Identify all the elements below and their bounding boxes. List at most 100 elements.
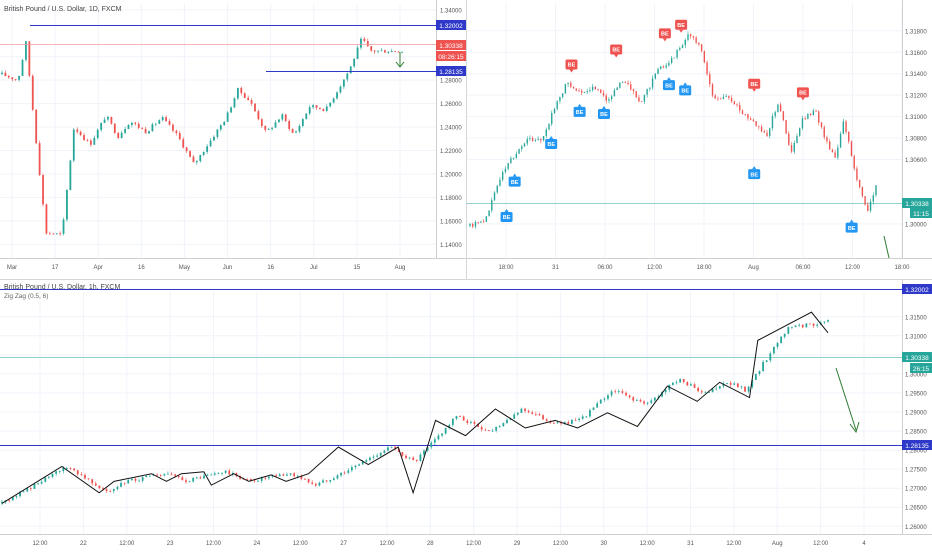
sell-signal-badge[interactable]: BE	[796, 87, 809, 101]
price-tick-label: 1.16000	[440, 219, 462, 225]
buy-signal-badge[interactable]: BE	[748, 166, 761, 180]
daily-chart-panel[interactable]: British Pound / U.S. Dollar, 1D, FXCM 1.…	[0, 0, 466, 271]
price-tick-label: 1.34000	[440, 8, 462, 14]
candle	[120, 480, 122, 488]
hourly-time-axis[interactable]: 12:00 22 12:00 23 12:00 24 12:00 27 12:00 28 12:00…	[32, 541, 866, 547]
candle	[548, 122, 550, 131]
time-tick-label: 31	[552, 265, 559, 271]
time-tick-label: 16	[267, 265, 274, 271]
price-tick-label: 1.31600	[905, 51, 927, 57]
time-tick-label: Aug	[772, 541, 783, 547]
candle	[219, 124, 222, 132]
hourly-price-tags: 1.32002 1.30338 26:15 1.28135	[902, 284, 932, 450]
candle	[567, 82, 569, 87]
candle	[195, 160, 198, 165]
candle	[89, 138, 92, 147]
sell-signal-badge[interactable]: BE	[658, 28, 671, 42]
sell-signal-badge[interactable]: BE	[675, 19, 688, 33]
candle	[268, 476, 270, 480]
candle	[552, 420, 555, 424]
candle	[384, 49, 386, 53]
candle	[534, 411, 537, 416]
sell-signal-badge[interactable]: BE	[748, 78, 761, 92]
candle	[282, 473, 285, 477]
candle	[749, 116, 752, 121]
candle	[635, 91, 637, 98]
buy-signal-badge[interactable]: BE	[679, 82, 692, 96]
candle	[504, 166, 507, 174]
candle	[635, 398, 638, 402]
candle	[831, 148, 834, 153]
candle	[329, 479, 332, 484]
buy-signal-badge[interactable]: BE	[545, 136, 558, 150]
candle	[801, 324, 804, 329]
time-tick-label: 12:00	[813, 541, 829, 547]
candle	[470, 420, 472, 425]
price-tick-label: 1.31800	[905, 29, 927, 35]
candle	[780, 336, 783, 344]
candle	[531, 136, 534, 142]
candle	[91, 478, 94, 486]
buy-signal-badge[interactable]: BE	[500, 208, 513, 222]
candle	[154, 122, 157, 127]
candle	[58, 470, 61, 474]
daily-time-axis[interactable]: Mar 17 Apr 16 May Jun 16 Jul 15 Aug	[7, 265, 406, 271]
intraday-time-axis[interactable]: 18:00 31 06:00 12:00 18:00 Aug 06:00 12:00 18:00	[498, 265, 910, 271]
signal-badge-label: BE	[750, 82, 758, 88]
candle	[66, 188, 68, 223]
candle	[363, 37, 366, 43]
price-tick-label: 1.28000	[905, 449, 927, 455]
candle	[480, 425, 483, 432]
candle	[526, 136, 528, 146]
candle	[650, 398, 653, 405]
candle	[649, 87, 651, 92]
candle	[570, 80, 572, 89]
buy-signal-badge[interactable]: BE	[597, 106, 610, 120]
candle	[578, 417, 581, 423]
candle	[704, 390, 707, 394]
buy-signal-badge[interactable]: BE	[845, 219, 858, 233]
candle	[199, 154, 202, 163]
signal-badge-label: BE	[848, 226, 856, 232]
candle	[26, 487, 29, 493]
price-tick-label: 1.30000	[905, 372, 927, 378]
candle	[524, 407, 526, 413]
candle	[812, 108, 815, 116]
buy-signal-badge[interactable]: BE	[662, 77, 675, 91]
hourly-chart-panel[interactable]: British Pound / U.S. Dollar, 1h, FXCM Zi…	[0, 280, 932, 547]
candle	[137, 121, 140, 130]
candle	[482, 219, 485, 223]
candle	[55, 233, 58, 235]
sell-signal-badge[interactable]: BE	[565, 59, 578, 73]
hourly-down-arrow	[835, 367, 860, 434]
candle	[281, 112, 284, 122]
candle	[798, 323, 801, 327]
intraday-chart-panel[interactable]: BE BE BE BE BE BE BE BE BE BE BE BE BE BE BE 1.31800 1.…	[467, 0, 932, 271]
candle	[801, 116, 804, 131]
candle	[86, 138, 89, 142]
hourly-current-tag-text: 1.30338	[905, 355, 929, 362]
candle	[538, 412, 541, 416]
candle	[484, 428, 487, 431]
candle	[451, 418, 454, 428]
candle	[346, 72, 349, 82]
candle	[96, 128, 99, 140]
candle	[614, 389, 617, 394]
candle	[199, 475, 202, 480]
candle	[586, 88, 588, 94]
candle	[336, 91, 338, 100]
time-tick-label: 12:00	[466, 541, 482, 547]
buy-signal-badge[interactable]: BE	[573, 103, 586, 117]
candle	[818, 110, 820, 126]
buy-signal-badge[interactable]: BE	[508, 173, 521, 187]
candle	[473, 420, 476, 426]
candle	[332, 476, 335, 481]
daily-low-tag	[436, 66, 466, 76]
sell-signal-badge[interactable]: BE	[610, 44, 623, 58]
candle	[782, 110, 785, 122]
candle	[380, 47, 383, 52]
candle	[771, 113, 774, 131]
candle	[113, 123, 116, 134]
intraday-price-axis[interactable]: 1.31800 1.31600 1.31400 1.31200 1.31000 1.308…	[905, 29, 927, 228]
